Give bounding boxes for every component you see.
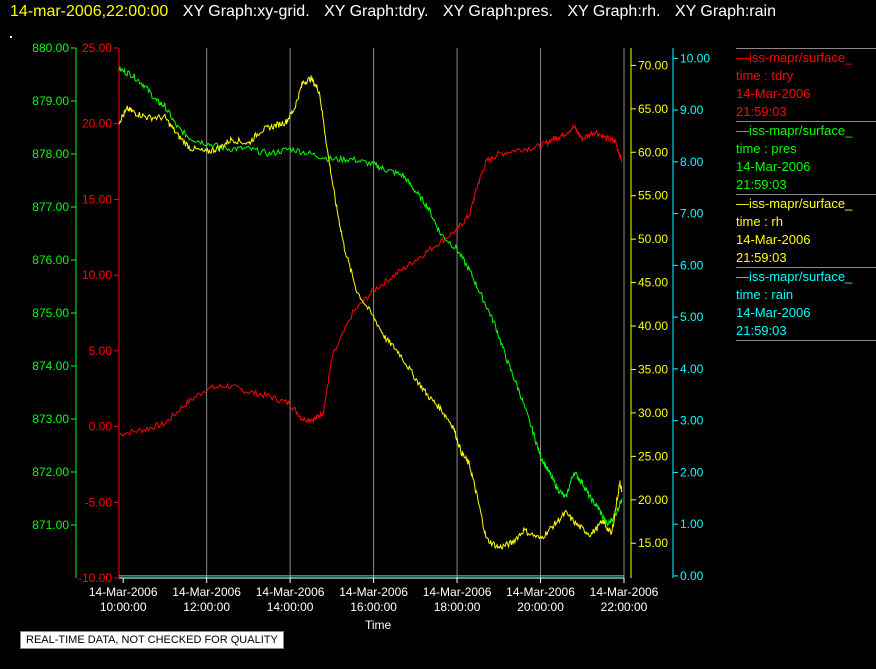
legend-entry-rain: —iss-mapr/surface_ time : rain 14-Mar-20… xyxy=(736,267,876,341)
y-tick-label-tdry: 15.00 xyxy=(82,192,112,206)
y-tick-label-rh: 15.00 xyxy=(638,536,668,550)
quality-note: REAL-TIME DATA, NOT CHECKED FOR QUALITY xyxy=(20,631,284,649)
y-tick-label-rain: 9.00 xyxy=(680,103,704,117)
y-tick-label-tdry: 5.00 xyxy=(89,344,113,358)
y-tick-label-pres: 880.00 xyxy=(32,41,69,55)
y-tick-label-pres: 871.00 xyxy=(32,518,69,532)
x-tick-label-time: 20:00:00 xyxy=(517,600,564,614)
y-tick-label-rain: 1.00 xyxy=(680,517,704,531)
y-tick-label-rh: 45.00 xyxy=(638,276,668,290)
legend-time: 21:59:03 xyxy=(736,250,787,265)
legend-date: 14-Mar-2006 xyxy=(736,232,811,247)
x-tick-label-date: 14-Mar-2006 xyxy=(172,585,241,599)
x-tick-label-time: 18:00:00 xyxy=(434,600,481,614)
y-tick-label-pres: 875.00 xyxy=(32,306,69,320)
y-tick-label-rain: 0.00 xyxy=(680,569,704,583)
series-line-rh xyxy=(118,75,623,550)
legend-time: 21:59:03 xyxy=(736,104,787,119)
legend-variable: time : rh xyxy=(736,214,783,229)
y-tick-label-rain: 10.00 xyxy=(680,51,710,65)
x-tick-label-date: 14-Mar-2006 xyxy=(590,585,659,599)
y-tick-label-rh: 30.00 xyxy=(638,406,668,420)
legend-source: —iss-mapr/surface_ xyxy=(736,196,853,211)
y-tick-label-pres: 878.00 xyxy=(32,147,69,161)
y-tick-label-rain: 6.00 xyxy=(680,258,704,272)
legend-variable: time : rain xyxy=(736,287,794,302)
x-axis-label: Time xyxy=(365,618,392,632)
x-tick-label-date: 14-Mar-2006 xyxy=(89,585,158,599)
legend-source: —iss-mapr/surface_ xyxy=(736,123,853,138)
y-tick-label-rh: 20.00 xyxy=(638,493,668,507)
marker-dot xyxy=(10,36,12,38)
y-tick-label-rain: 8.00 xyxy=(680,155,704,169)
y-tick-label-rain: 3.00 xyxy=(680,414,704,428)
y-tick-label-rh: 40.00 xyxy=(638,319,668,333)
y-tick-label-rain: 5.00 xyxy=(680,310,704,324)
y-tick-label-pres: 872.00 xyxy=(32,465,69,479)
legend-variable: time : tdry xyxy=(736,68,794,83)
x-tick-label-time: 22:00:00 xyxy=(601,600,648,614)
x-tick-label-time: 12:00:00 xyxy=(183,600,230,614)
graph-title-rain: XY Graph:rain xyxy=(674,3,776,20)
legend-date: 14-Mar-2006 xyxy=(736,305,811,320)
graph-title-tdry: XY Graph:tdry. xyxy=(324,3,429,20)
y-tick-label-pres: 877.00 xyxy=(32,200,69,214)
x-tick-label-time: 10:00:00 xyxy=(100,600,147,614)
x-tick-label-date: 14-Mar-2006 xyxy=(423,585,492,599)
x-tick-label-time: 16:00:00 xyxy=(350,600,397,614)
y-tick-label-rh: 60.00 xyxy=(638,145,668,159)
legend-entry-pres: —iss-mapr/surface_ time : pres 14-Mar-20… xyxy=(736,121,876,194)
series-line-pres xyxy=(118,66,623,528)
legend-date: 14-Mar-2006 xyxy=(736,159,811,174)
legend-variable: time : pres xyxy=(736,141,797,156)
y-tick-label-pres: 873.00 xyxy=(32,412,69,426)
y-tick-label-rh: 70.00 xyxy=(638,58,668,72)
x-tick-label-date: 14-Mar-2006 xyxy=(339,585,408,599)
y-tick-label-tdry: 0.00 xyxy=(89,420,113,434)
legend-source: —iss-mapr/surface_ xyxy=(736,50,853,65)
y-tick-label-rain: 7.00 xyxy=(680,207,704,221)
legend-source: —iss-mapr/surface_ xyxy=(736,269,853,284)
y-tick-label-tdry: 10.00 xyxy=(82,268,112,282)
graph-title-pres: XY Graph:pres. xyxy=(442,3,553,20)
y-tick-label-rh: 65.00 xyxy=(638,102,668,116)
x-tick-label-date: 14-Mar-2006 xyxy=(256,585,325,599)
x-tick-label-time: 14:00:00 xyxy=(267,600,314,614)
y-tick-label-rain: 4.00 xyxy=(680,362,704,376)
graph-title-xy-grid: XY Graph:xy-grid. xyxy=(182,3,310,20)
legend-time: 21:59:03 xyxy=(736,177,787,192)
legend-time: 21:59:03 xyxy=(736,323,787,338)
y-tick-label-pres: 879.00 xyxy=(32,94,69,108)
y-tick-label-rh: 55.00 xyxy=(638,189,668,203)
y-tick-label-pres: 874.00 xyxy=(32,359,69,373)
legend-date: 14-Mar-2006 xyxy=(736,86,811,101)
title-bar: 14-mar-2006,22:00:00 XY Graph:xy-grid. X… xyxy=(10,3,786,23)
y-tick-label-tdry: 25.00 xyxy=(82,41,112,55)
y-tick-label-tdry: -10.00 xyxy=(78,571,112,585)
legend-entry-tdry: —iss-mapr/surface_ time : tdry 14-Mar-20… xyxy=(736,48,876,121)
legend: —iss-mapr/surface_ time : tdry 14-Mar-20… xyxy=(736,48,876,341)
series-line-tdry xyxy=(118,124,623,437)
y-tick-label-rh: 35.00 xyxy=(638,362,668,376)
graph-title-rh: XY Graph:rh. xyxy=(567,3,661,20)
timestamp: 14-mar-2006,22:00:00 xyxy=(10,3,169,20)
y-tick-label-rh: 25.00 xyxy=(638,449,668,463)
y-tick-label-rh: 50.00 xyxy=(638,232,668,246)
y-tick-label-tdry: -5.00 xyxy=(85,495,113,509)
legend-entry-rh: —iss-mapr/surface_ time : rh 14-Mar-2006… xyxy=(736,194,876,267)
y-tick-label-tdry: 20.00 xyxy=(82,117,112,131)
y-tick-label-rain: 2.00 xyxy=(680,465,704,479)
y-tick-label-pres: 876.00 xyxy=(32,253,69,267)
x-tick-label-date: 14-Mar-2006 xyxy=(506,585,575,599)
